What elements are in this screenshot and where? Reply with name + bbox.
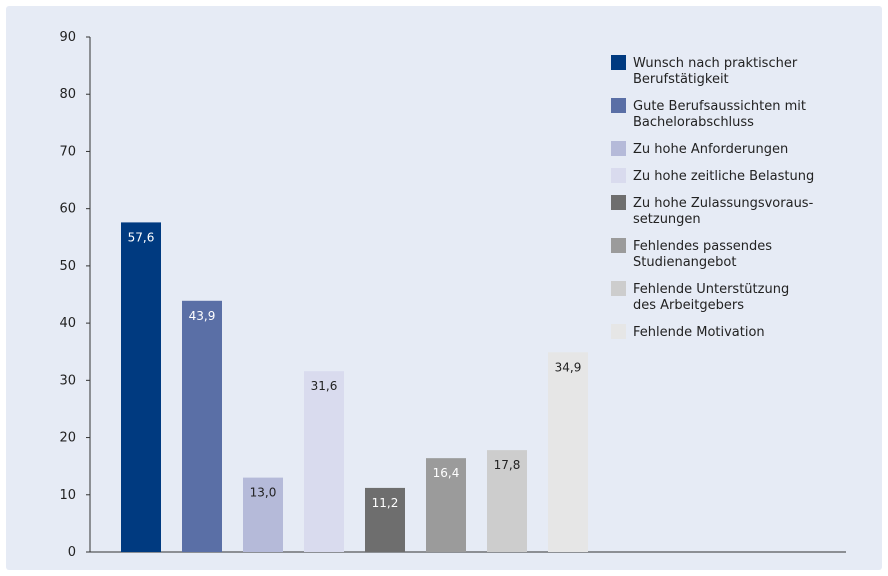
chart-background: [6, 6, 882, 570]
legend-label: Zu hohe Zulassungsvoraus-: [633, 196, 814, 211]
legend-swatch: [611, 98, 626, 113]
bar: [487, 450, 527, 552]
y-tick-label: 30: [59, 373, 76, 388]
y-tick-label: 70: [59, 144, 76, 159]
bar-value-label: 16,4: [433, 466, 460, 480]
y-tick-label: 50: [59, 259, 76, 274]
legend-label: Fehlende Motivation: [633, 325, 765, 340]
bar-value-label: 43,9: [189, 309, 216, 323]
legend-swatch: [611, 168, 626, 183]
legend-label: Bachelorabschluss: [633, 115, 754, 130]
legend-label: des Arbeitgebers: [633, 298, 744, 313]
legend-label: Fehlendes passendes: [633, 239, 772, 254]
legend-label: Wunsch nach praktischer: [633, 56, 798, 71]
bar: [548, 352, 588, 552]
y-tick-label: 90: [59, 30, 76, 45]
legend-label: Berufstätigkeit: [633, 72, 729, 87]
legend-label: Fehlende Unterstützung: [633, 282, 789, 297]
legend-label: Zu hohe zeitliche Belastung: [633, 169, 814, 184]
bar: [365, 487, 405, 552]
legend-label: Gute Berufsaussichten mit: [633, 99, 806, 114]
legend-label: setzungen: [633, 212, 701, 227]
legend-label: Zu hohe Anforderungen: [633, 142, 788, 157]
bar: [182, 300, 222, 552]
legend-swatch: [611, 324, 626, 339]
legend-swatch: [611, 238, 626, 253]
bar-value-label: 11,2: [372, 496, 399, 510]
y-tick-label: 10: [59, 488, 76, 503]
bar: [426, 458, 466, 552]
y-tick-label: 80: [59, 87, 76, 102]
bar-value-label: 31,6: [311, 379, 338, 393]
legend-swatch: [611, 281, 626, 296]
y-tick-label: 40: [59, 316, 76, 331]
bar-value-label: 17,8: [494, 458, 521, 472]
bar-value-label: 34,9: [555, 360, 582, 374]
y-axis: 0 10 20 30 40 50 60 70 80 90: [59, 30, 91, 560]
y-tick-label: 0: [68, 545, 76, 560]
y-tick-label: 20: [59, 431, 76, 446]
bar-value-label: 13,0: [250, 486, 277, 500]
legend-label: Studienangebot: [633, 255, 736, 270]
bar: [121, 222, 161, 552]
legend-swatch: [611, 195, 626, 210]
bar: [243, 477, 283, 552]
bar-value-label: 57,6: [128, 230, 155, 244]
y-tick-label: 60: [59, 202, 76, 217]
bar: [304, 371, 344, 552]
legend-swatch: [611, 141, 626, 156]
bars: 57,6 43,9 13,0 31,6 11,2 16,4 17,8 34,9: [121, 222, 588, 552]
legend-swatch: [611, 55, 626, 70]
